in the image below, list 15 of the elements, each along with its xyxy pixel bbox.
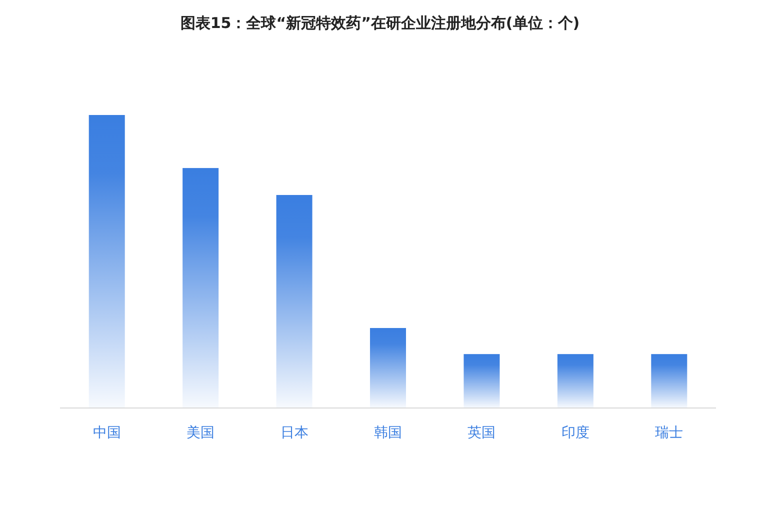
x-tick-label: 英国 bbox=[468, 425, 496, 441]
x-tick-label: 印度 bbox=[561, 425, 590, 441]
x-tick-label: 瑞士 bbox=[655, 425, 684, 441]
bar bbox=[651, 354, 688, 408]
bar bbox=[182, 168, 219, 408]
bar bbox=[370, 328, 406, 408]
chart-title: 图表15：全球“新冠特效药”在研企业注册地分布(单位：个) bbox=[180, 14, 580, 32]
x-tick-label: 日本 bbox=[280, 425, 308, 441]
bar bbox=[88, 115, 125, 408]
x-tick-label: 韩国 bbox=[374, 425, 402, 441]
x-tick-label: 中国 bbox=[92, 425, 121, 441]
x-tick-label: 美国 bbox=[186, 425, 215, 441]
bar bbox=[276, 194, 312, 408]
bar bbox=[464, 354, 500, 408]
bar bbox=[557, 354, 594, 408]
